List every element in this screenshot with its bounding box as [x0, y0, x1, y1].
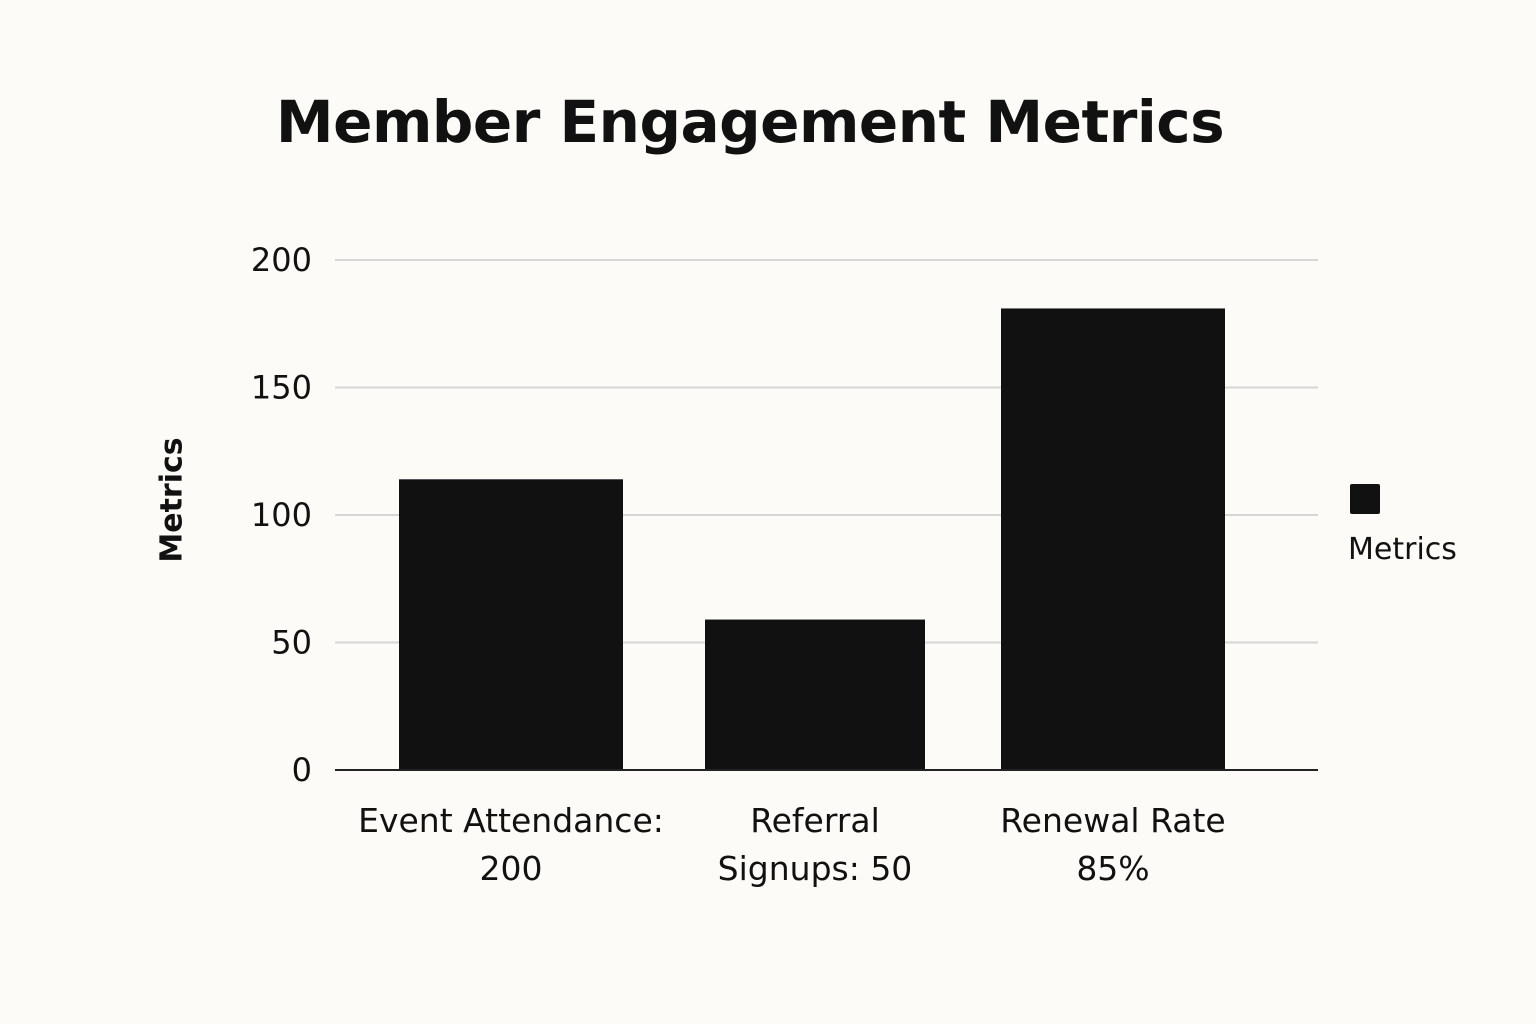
x-tick-label-1-line-1: Event Attendance:	[358, 801, 664, 840]
y-tick-label-50: 50	[271, 624, 312, 662]
y-tick-label-150: 150	[251, 369, 312, 407]
y-tick-label-100: 100	[251, 496, 312, 534]
x-tick-label-2-line-1: Referral	[750, 801, 880, 840]
legend: Metrics	[1348, 484, 1457, 567]
x-tick-label-3-line-1: Renewal Rate	[1000, 801, 1226, 840]
bar-1	[399, 479, 623, 770]
x-tick-label-1-line-2: 200	[480, 849, 543, 888]
x-tick-label-3-line-2: 85%	[1076, 849, 1149, 888]
bar-3	[1001, 308, 1225, 770]
bar-2	[705, 619, 925, 770]
legend-swatch	[1350, 484, 1380, 514]
y-tick-label-0: 0	[292, 751, 312, 789]
legend-label: Metrics	[1348, 532, 1457, 567]
chart-title: Member Engagement Metrics	[275, 88, 1225, 156]
y-tick-label-200: 200	[251, 241, 312, 279]
x-tick-label-2-line-2: Signups: 50	[718, 849, 913, 888]
